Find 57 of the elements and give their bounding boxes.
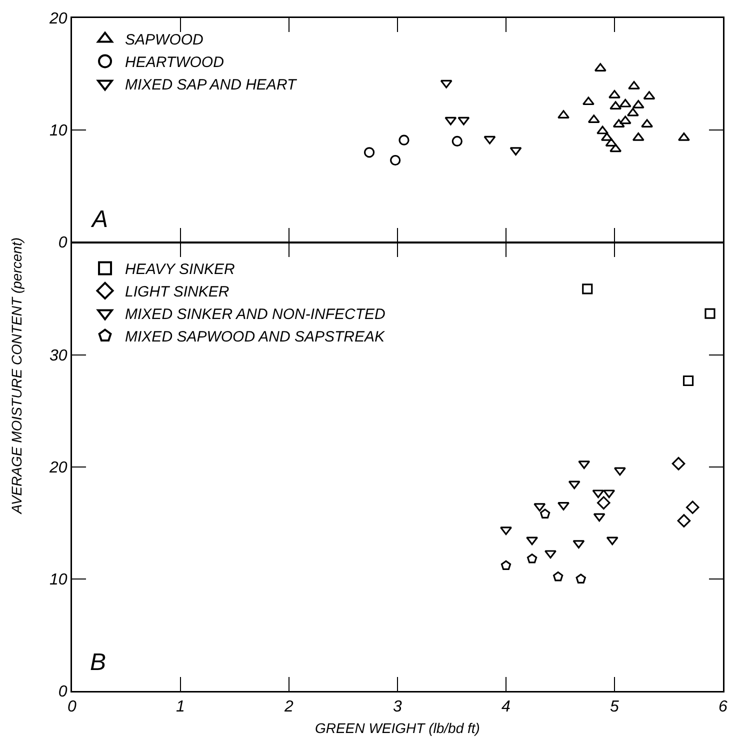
annotation: B bbox=[90, 649, 106, 676]
x-tick-label: 1 bbox=[176, 698, 185, 716]
point bbox=[686, 500, 700, 514]
point bbox=[592, 490, 604, 498]
point bbox=[608, 90, 620, 98]
point bbox=[603, 490, 616, 498]
point bbox=[500, 526, 512, 536]
point bbox=[553, 571, 564, 582]
point bbox=[452, 136, 462, 146]
point bbox=[610, 101, 622, 110]
y-axis-title: AVERAGE MOISTURE CONTENT (percent) bbox=[8, 237, 25, 515]
y-tick-label: 0 bbox=[58, 684, 68, 701]
point bbox=[390, 154, 401, 166]
point bbox=[619, 116, 632, 124]
point bbox=[597, 496, 610, 510]
x-tick-label: 6 bbox=[718, 698, 728, 716]
legend-label: SAPWOOD bbox=[125, 32, 204, 49]
point bbox=[568, 480, 580, 490]
legend-label: MIXED SAP AND HEART bbox=[125, 76, 298, 94]
y-tick-label: 0 bbox=[58, 234, 68, 252]
point bbox=[582, 96, 594, 106]
point bbox=[626, 108, 639, 116]
point bbox=[398, 134, 410, 146]
point bbox=[540, 508, 550, 518]
point bbox=[582, 284, 593, 294]
annotation: A bbox=[90, 206, 108, 233]
point bbox=[677, 514, 691, 528]
x-tick-label: 3 bbox=[393, 698, 402, 716]
y-tick-label: 10 bbox=[50, 572, 68, 589]
point bbox=[544, 550, 556, 559]
point bbox=[593, 513, 606, 522]
x-tick-label: 4 bbox=[502, 698, 511, 716]
x-axis-title: GREEN WEIGHT (lb/bd ft) bbox=[315, 720, 480, 736]
point bbox=[526, 554, 538, 564]
legend-label: MIXED SAPWOOD AND SAPSTREAK bbox=[125, 328, 386, 346]
y-tick-label: 30 bbox=[50, 348, 68, 365]
y-tick-label: 20 bbox=[48, 10, 68, 28]
y-tick-label: 20 bbox=[48, 460, 68, 477]
point bbox=[364, 147, 375, 158]
point bbox=[610, 144, 622, 152]
point bbox=[606, 536, 618, 546]
legend-label: MIXED SINKER AND NON-INFECTED bbox=[125, 306, 386, 324]
point bbox=[619, 98, 632, 108]
y-tick-label: 10 bbox=[50, 122, 68, 140]
legend-label: HEAVY SINKER bbox=[125, 261, 235, 278]
point bbox=[500, 560, 512, 570]
point bbox=[576, 574, 586, 584]
point bbox=[614, 467, 626, 476]
point bbox=[682, 375, 694, 386]
point bbox=[672, 456, 686, 470]
x-tick-label: 2 bbox=[284, 698, 294, 716]
x-tick-label: 5 bbox=[610, 698, 620, 716]
point bbox=[596, 126, 609, 134]
point bbox=[526, 536, 538, 546]
legend-label: LIGHT SINKER bbox=[125, 284, 230, 301]
point bbox=[704, 308, 716, 319]
legend-label: HEARTWOOD bbox=[125, 54, 224, 72]
